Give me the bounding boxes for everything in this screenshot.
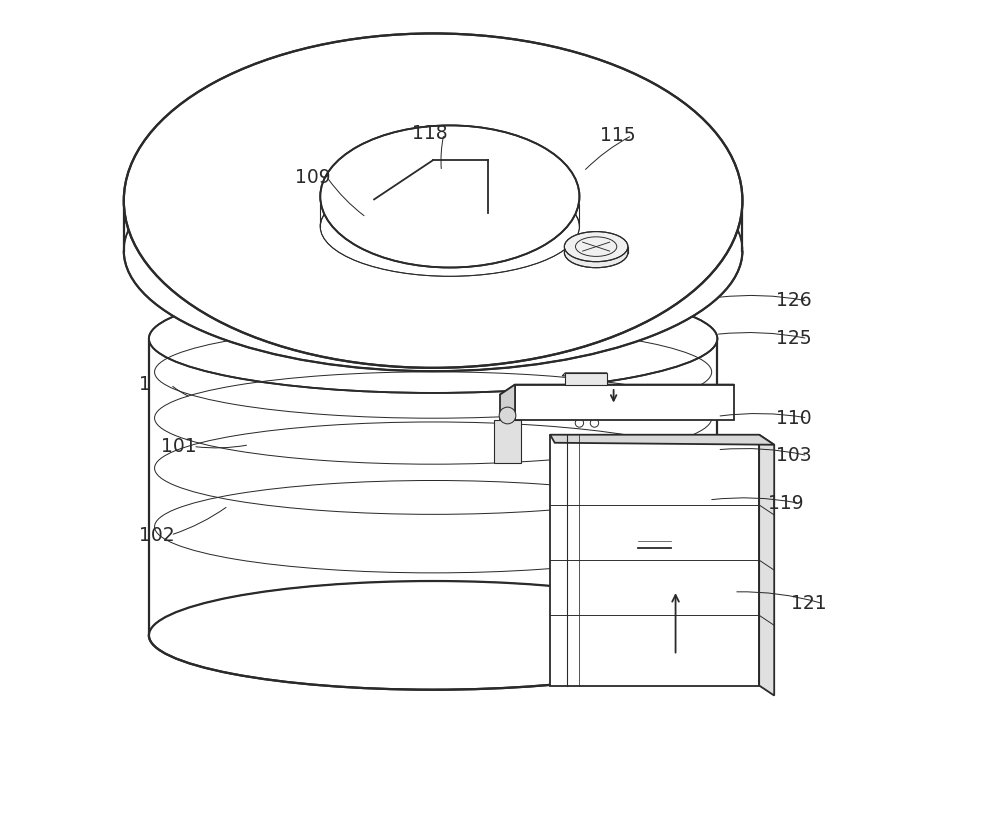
Ellipse shape <box>124 130 742 371</box>
Text: 118: 118 <box>412 125 448 143</box>
Ellipse shape <box>149 284 717 393</box>
Ellipse shape <box>564 237 628 268</box>
Ellipse shape <box>320 177 579 276</box>
Circle shape <box>590 389 599 397</box>
Polygon shape <box>759 435 774 696</box>
Ellipse shape <box>149 581 717 690</box>
Text: 126: 126 <box>776 292 812 310</box>
Text: 1: 1 <box>139 375 151 394</box>
Text: 119: 119 <box>768 494 803 512</box>
Text: 109: 109 <box>295 168 331 186</box>
Circle shape <box>575 419 584 427</box>
Text: 125: 125 <box>776 329 812 348</box>
Ellipse shape <box>320 125 579 268</box>
Text: 121: 121 <box>791 594 827 613</box>
Circle shape <box>568 404 576 412</box>
Ellipse shape <box>564 232 628 262</box>
Circle shape <box>583 404 591 412</box>
Circle shape <box>499 407 516 424</box>
Text: 102: 102 <box>139 526 174 544</box>
Text: 110: 110 <box>776 409 812 427</box>
Polygon shape <box>565 373 607 385</box>
Polygon shape <box>500 385 515 430</box>
Ellipse shape <box>124 33 742 368</box>
Polygon shape <box>500 385 734 395</box>
Polygon shape <box>550 435 774 445</box>
Text: 115: 115 <box>600 126 636 145</box>
Polygon shape <box>562 373 607 376</box>
Polygon shape <box>494 420 521 463</box>
Text: 103: 103 <box>776 446 812 465</box>
Polygon shape <box>550 435 759 686</box>
Text: 101: 101 <box>161 437 197 456</box>
Circle shape <box>575 389 584 397</box>
Polygon shape <box>515 385 734 420</box>
Circle shape <box>590 419 599 427</box>
